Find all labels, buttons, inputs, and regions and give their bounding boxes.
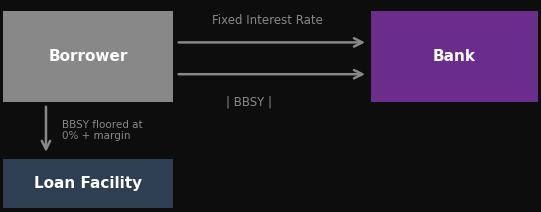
Text: | BBSY |: | BBSY | [226, 95, 272, 108]
Text: Bank: Bank [433, 49, 476, 64]
FancyBboxPatch shape [3, 159, 173, 208]
Text: Fixed Interest Rate: Fixed Interest Rate [213, 14, 323, 27]
FancyBboxPatch shape [3, 11, 173, 102]
FancyBboxPatch shape [371, 11, 538, 102]
Text: BBSY floored at
0% + margin: BBSY floored at 0% + margin [62, 120, 143, 141]
Text: Borrower: Borrower [48, 49, 128, 64]
Text: Loan Facility: Loan Facility [34, 176, 142, 191]
